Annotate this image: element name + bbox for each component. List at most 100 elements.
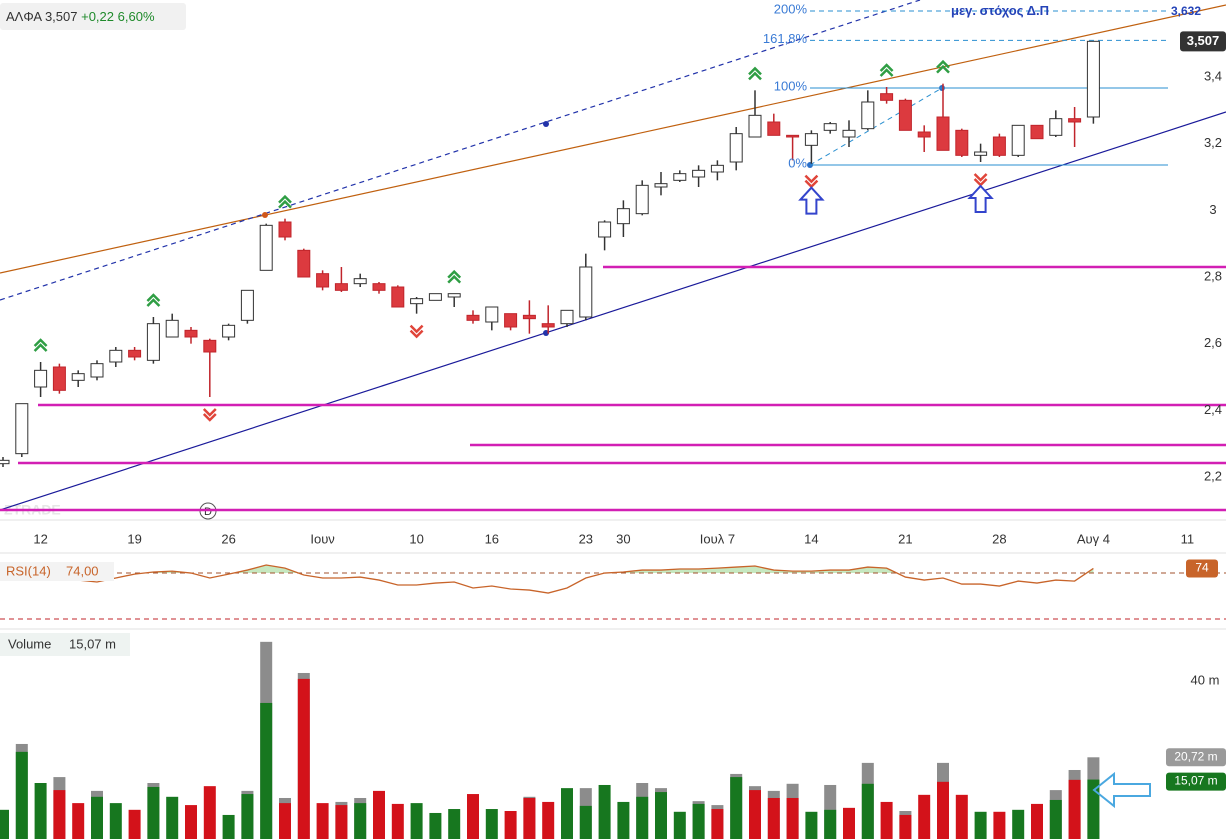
volume-bar <box>523 797 536 839</box>
volume-bar <box>937 781 949 839</box>
volume-bar <box>1031 803 1043 839</box>
candle-body <box>786 134 800 138</box>
rsi-legend-value: 74,00 <box>66 563 99 578</box>
volume-bar <box>861 783 874 839</box>
candle-body <box>165 319 179 338</box>
buy-signal <box>936 59 950 74</box>
volume-bar <box>636 796 649 839</box>
candle-body <box>767 121 781 136</box>
candle-body <box>1011 124 1025 156</box>
x-tick-label: Ιουλ 7 <box>700 531 735 546</box>
volume-badge <box>1166 772 1226 791</box>
chevron <box>202 408 217 417</box>
candle-body <box>1049 118 1063 136</box>
volume-bar <box>974 811 987 839</box>
candle-body <box>504 313 518 328</box>
candle-body <box>842 129 856 138</box>
candle-body <box>729 133 743 163</box>
arrow-signal <box>967 184 994 213</box>
volume-bar <box>918 794 931 839</box>
chevron <box>146 293 161 302</box>
candle-body <box>974 151 988 156</box>
candle-body <box>222 324 236 338</box>
x-tick-label: 23 <box>579 531 593 546</box>
target-text: μεγ. στόχος Δ.Π <box>951 3 1049 18</box>
candle-body <box>485 306 499 323</box>
candle-body <box>522 314 536 320</box>
volume-bar <box>335 805 348 839</box>
candle-body <box>391 286 405 308</box>
chevron <box>146 298 161 307</box>
price-badge-label: 3,507 <box>1187 33 1220 48</box>
buy-signal <box>33 338 48 352</box>
candle-body <box>372 283 386 291</box>
volume-bar <box>166 796 179 839</box>
trend-line <box>0 4 1226 274</box>
candle-body <box>109 349 123 363</box>
x-tick-label: Ιουν <box>310 531 334 546</box>
candle-body <box>541 323 555 328</box>
volume-bar <box>730 777 743 839</box>
x-tick-label: 21 <box>898 531 912 546</box>
volume-badge-label: 15,07 m <box>1174 774 1217 788</box>
candle-body <box>673 173 687 181</box>
volume-bar <box>504 811 517 839</box>
volume-bar <box>805 811 818 839</box>
candle-body <box>0 459 10 465</box>
chevron <box>879 68 894 77</box>
fib-label: 0% <box>788 155 807 170</box>
rsi-legend-box <box>0 562 114 581</box>
buy-signal <box>146 293 161 307</box>
candle-body <box>560 309 574 325</box>
candle-body <box>353 278 367 285</box>
candle-body <box>316 273 330 288</box>
x-tick-label: 26 <box>221 531 235 546</box>
x-tick-label: 11 <box>1181 531 1195 546</box>
rsi-badge <box>1186 559 1218 578</box>
volume-bar <box>0 809 9 839</box>
volume-bar <box>260 702 273 839</box>
volume-bar <box>34 783 47 839</box>
candle-body <box>334 283 348 291</box>
candle-body <box>297 249 311 278</box>
candle-body <box>917 131 931 138</box>
volume-bar <box>203 786 216 839</box>
chevron <box>33 338 48 347</box>
header: ΑΛΦΑ 3,507 +0,22 6,60% <box>6 9 155 24</box>
fib-label: 100% <box>774 78 808 93</box>
x-tick-label: 12 <box>33 531 47 546</box>
y-tick-label: 3,2 <box>1204 135 1222 150</box>
price: 3,507 <box>45 9 78 24</box>
volume-bar <box>485 809 498 839</box>
buy-signal <box>879 63 894 77</box>
x-tick-label: 28 <box>992 531 1006 546</box>
volume-bar <box>429 812 442 839</box>
chevron <box>748 66 762 76</box>
chevron <box>447 269 462 279</box>
fib-label: 200% <box>774 1 808 16</box>
candle-body <box>598 221 612 238</box>
candle-body <box>579 266 593 318</box>
header-box <box>0 3 186 30</box>
chevron <box>409 329 424 339</box>
x-tick-label: 10 <box>409 531 423 546</box>
anchor-dot <box>262 212 268 218</box>
candle-body <box>635 184 649 215</box>
volume-bar <box>279 803 291 839</box>
volume-bar <box>598 784 611 839</box>
y-tick-label: 3,4 <box>1204 68 1222 83</box>
candle-body <box>278 221 292 238</box>
chevron <box>278 199 292 209</box>
volume-bar <box>1068 779 1081 839</box>
sell-signal <box>409 324 424 339</box>
volume-legend-value: 15,07 m <box>69 636 116 651</box>
volume-bar <box>222 814 235 839</box>
volume-bar <box>185 805 197 839</box>
chevron <box>278 194 292 204</box>
symbol: ΑΛΦΑ <box>6 9 42 24</box>
arrow-signal <box>798 186 825 215</box>
candle-body <box>259 224 273 271</box>
volume-bar <box>91 796 103 839</box>
